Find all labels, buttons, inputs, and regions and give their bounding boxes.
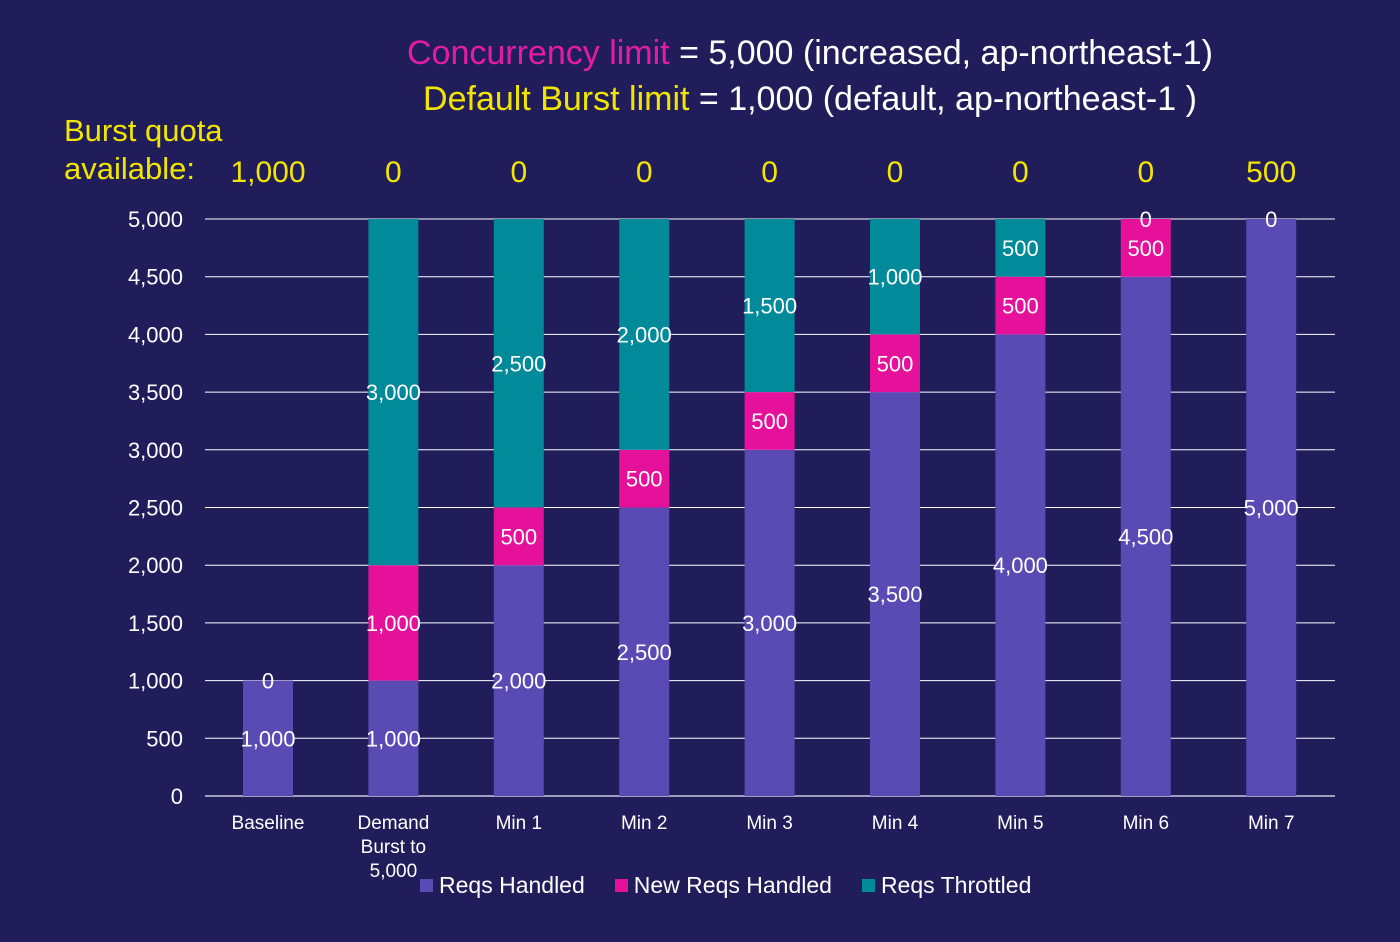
y-tick-label: 4,500: [128, 265, 183, 290]
data-label: 500: [751, 409, 788, 434]
y-tick-label: 0: [171, 784, 183, 809]
data-label: 3,000: [742, 611, 797, 636]
burst-limit-value: = 1,000 (default, ap-northeast-1 ): [689, 80, 1197, 118]
bar-reqs-handled: [995, 334, 1046, 796]
data-label: 5,000: [1244, 496, 1299, 521]
bar-reqs-throttled: [744, 219, 795, 393]
x-tick-label: Demand Burst to 5,000: [357, 813, 429, 882]
bar-reqs-handled: [243, 680, 293, 796]
x-tick-label: Min 2: [621, 813, 667, 834]
x-tick-label: Min 7: [1248, 813, 1294, 834]
bar-reqs-handled: [1246, 219, 1297, 796]
y-tick-label: 5,000: [128, 207, 183, 232]
data-label: 0: [262, 669, 274, 694]
data-label: 0: [1140, 207, 1152, 232]
burst-quota-label-line1: Burst quota: [64, 113, 223, 148]
bar-reqs-throttled: [870, 219, 920, 335]
data-label: 500: [626, 467, 663, 492]
data-label: 2,000: [491, 669, 546, 694]
burst-quota-value: 0: [1012, 156, 1029, 189]
bar-new-reqs-handled: [870, 334, 920, 393]
bar-new-reqs-handled: [493, 507, 544, 566]
y-tick-label: 2,000: [128, 553, 183, 578]
data-label: 2,500: [617, 640, 672, 665]
bar-reqs-throttled: [368, 219, 419, 566]
legend-label: New Reqs Handled: [633, 872, 832, 898]
data-label: 500: [1002, 236, 1039, 261]
bar-reqs-throttled: [493, 219, 544, 508]
y-tick-label: 1,500: [128, 611, 183, 636]
burst-quota-value: 0: [510, 156, 528, 189]
data-label: 0: [1265, 207, 1277, 232]
burst-quota-value: 0: [761, 156, 778, 189]
bar-reqs-handled: [870, 392, 920, 796]
x-tick-label: Min 4: [872, 813, 919, 834]
legend-item: Reqs Throttled: [861, 872, 1032, 899]
data-label: 500: [1002, 294, 1039, 319]
data-label: 500: [1127, 236, 1164, 261]
legend-swatch: [614, 879, 628, 892]
bar-reqs-handled: [619, 507, 670, 796]
y-tick-label: 2,500: [128, 496, 183, 521]
x-tick-label: Baseline: [232, 813, 305, 834]
data-label: 1,000: [240, 726, 295, 751]
concurrency-limit-value: = 5,000 (increased, ap-northeast-1): [669, 34, 1213, 72]
concurrency-limit-label: Concurrency limit: [407, 34, 670, 72]
y-tick-label: 4,000: [128, 322, 183, 347]
x-tick-label: Min 1: [496, 813, 542, 834]
legend-label: Reqs Throttled: [880, 872, 1032, 898]
data-label: 500: [500, 524, 537, 549]
chart-title-line-1: Concurrency limit = 5,000 (increased, ap…: [110, 34, 1400, 73]
x-tick-label: Min 3: [746, 813, 792, 834]
x-tick-label: Min 5: [997, 813, 1043, 834]
y-tick-label: 3,500: [128, 380, 183, 405]
burst-quota-value: 0: [886, 156, 904, 189]
x-tick-label: Min 6: [1123, 813, 1169, 834]
data-label: 2,000: [617, 322, 672, 347]
data-label: 1,000: [867, 265, 922, 290]
bar-reqs-handled: [744, 449, 795, 796]
data-label: 3,500: [867, 582, 922, 607]
bar-reqs-handled: [493, 565, 544, 796]
legend-item: Reqs Handled: [420, 872, 585, 899]
bar-new-reqs-handled: [619, 449, 670, 508]
data-label: 1,000: [366, 726, 421, 751]
bar-reqs-handled: [368, 680, 419, 796]
data-label: 2,500: [491, 351, 546, 376]
burst-quota-value: 1,000: [230, 156, 306, 189]
chart-title-line-2: Default Burst limit = 1,000 (default, ap…: [110, 80, 1400, 119]
bar-reqs-handled: [1120, 276, 1171, 796]
burst-limit-label: Default Burst limit: [423, 80, 690, 118]
bar-new-reqs-handled: [368, 565, 419, 681]
data-label: 4,000: [993, 553, 1048, 578]
burst-quota-value: 0: [635, 156, 653, 189]
y-tick-label: 500: [146, 726, 183, 751]
burst-quota-label-line2: available:: [64, 151, 195, 186]
burst-quota-value: 0: [385, 156, 402, 189]
legend-item: New Reqs Handled: [614, 872, 832, 899]
data-label: 3,000: [366, 380, 421, 405]
bar-reqs-throttled: [995, 219, 1046, 277]
data-label: 500: [877, 351, 914, 376]
data-label: 4,500: [1118, 524, 1173, 549]
chart-legend: Reqs Handled New Reqs Handled Reqs Throttl…: [420, 872, 1031, 899]
y-tick-label: 3,000: [128, 438, 183, 463]
bar-new-reqs-handled: [995, 276, 1046, 335]
data-label: 1,000: [366, 611, 421, 636]
burst-quota-value: 0: [1137, 156, 1155, 189]
bar-new-reqs-handled: [744, 392, 795, 450]
burst-quota-value: 500: [1246, 156, 1297, 189]
data-label: 1,500: [742, 294, 797, 319]
y-tick-label: 1,000: [128, 669, 183, 694]
bar-reqs-throttled: [619, 219, 670, 450]
legend-swatch: [420, 879, 433, 892]
burst-quota-label: Burst quota available:: [64, 112, 223, 188]
legend-label: Reqs Handled: [439, 872, 585, 898]
legend-swatch: [861, 879, 875, 892]
bar-new-reqs-handled: [1120, 219, 1171, 277]
